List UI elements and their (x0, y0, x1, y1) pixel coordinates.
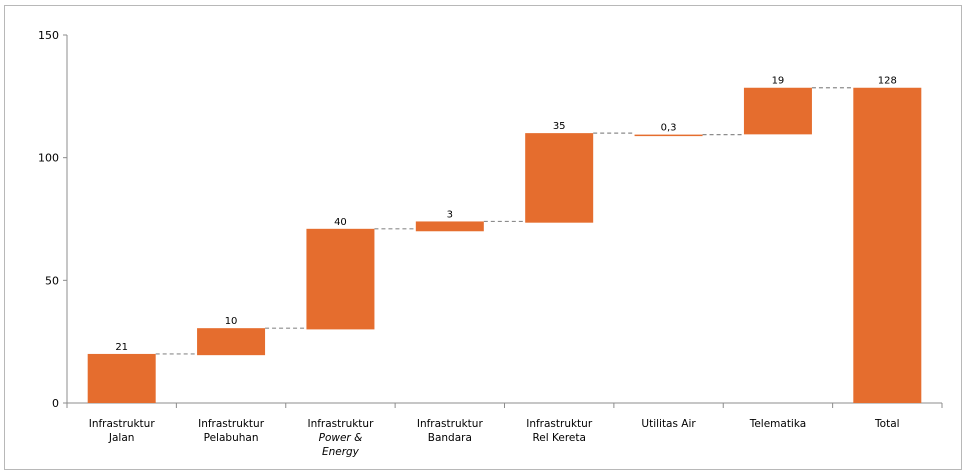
waterfall-bar (743, 87, 812, 135)
data-label: 0,3 (661, 123, 677, 134)
x-category-label-line: Jalan (108, 432, 135, 444)
x-category-label-line: Infrastruktur (417, 418, 484, 430)
x-category-label-line: Power & (319, 432, 363, 444)
data-label: 21 (115, 342, 128, 353)
data-label: 19 (772, 76, 785, 87)
x-category-label-line: Utilitas Air (641, 418, 696, 430)
x-category-label: Infrastruktur Power & Energy (307, 418, 374, 458)
y-tick-label: 150 (38, 29, 59, 42)
x-category-label: Infrastruktur Jalan (89, 418, 156, 444)
x-category-label: Telematika (749, 418, 807, 430)
waterfall-bar (87, 353, 156, 403)
x-category-label: Infrastruktur Rel Kereta (526, 418, 593, 444)
x-category-label-line: Infrastruktur (198, 418, 265, 430)
data-label: 128 (878, 76, 897, 87)
y-tick-label: 0 (52, 397, 59, 410)
waterfall-bar (525, 133, 594, 223)
waterfall-bar (415, 221, 484, 232)
x-category-label-line: Infrastruktur (307, 418, 374, 430)
waterfall-bar (197, 328, 266, 356)
x-category-label: Utilitas Air (641, 418, 696, 430)
data-label: 35 (553, 121, 566, 132)
x-category-label-line: Energy (322, 446, 360, 458)
data-label: 3 (447, 209, 453, 220)
y-tick-label: 100 (38, 152, 59, 165)
x-category-label-line: Rel Kereta (532, 432, 585, 444)
x-category-label: Infrastruktur Pelabuhan (198, 418, 265, 444)
chart-frame (4, 5, 962, 470)
x-category-label-line: Infrastruktur (89, 418, 156, 430)
data-label: 10 (225, 316, 238, 327)
y-tick-label: 50 (45, 274, 59, 287)
x-category-label-line: Total (874, 418, 900, 430)
waterfall-bar (306, 228, 375, 330)
waterfall-bar (853, 87, 922, 403)
x-category-label: Infrastruktur Bandara (417, 418, 484, 444)
x-category-label-line: Telematika (749, 418, 807, 430)
waterfall-bar (634, 134, 703, 137)
data-label: 40 (334, 217, 347, 228)
x-category-label-line: Bandara (428, 432, 472, 444)
x-category-label-line: Pelabuhan (204, 432, 259, 444)
x-category-label-line: Infrastruktur (526, 418, 593, 430)
x-category-label: Total (874, 418, 900, 430)
